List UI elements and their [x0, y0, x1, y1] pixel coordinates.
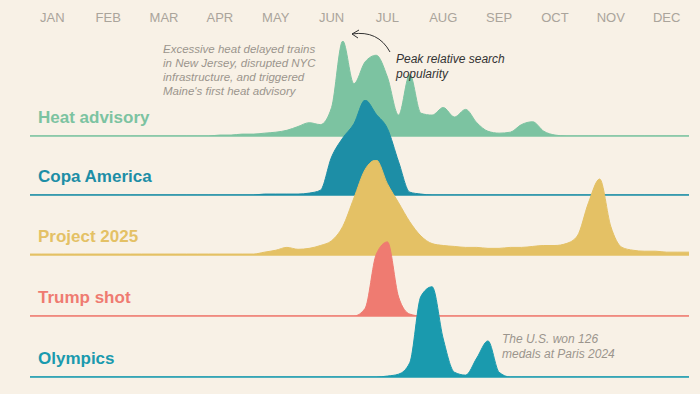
svg-text:MAY: MAY — [262, 10, 290, 25]
svg-text:APR: APR — [207, 10, 234, 25]
svg-text:JUN: JUN — [319, 10, 344, 25]
html-text:The U.S. won 126 medals at Par: The U.S. won 126 medals at Paris 2024 — [502, 332, 615, 361]
svg-text:JUL: JUL — [376, 10, 399, 25]
html-text:Peak relative search popularit: Peak relative search popularity — [396, 52, 505, 81]
svg-text:OCT: OCT — [541, 10, 569, 25]
html-text:Trump shot: Trump shot — [38, 288, 131, 307]
svg-text:FEB: FEB — [96, 10, 121, 25]
svg-text:NOV: NOV — [597, 10, 626, 25]
svg-text:SEP: SEP — [486, 10, 512, 25]
html-text:Copa America: Copa America — [38, 167, 152, 186]
html-text:Project 2025: Project 2025 — [38, 227, 139, 246]
html-text:Olympics: Olympics — [38, 349, 115, 368]
svg-text:DEC: DEC — [653, 10, 680, 25]
html-text:Heat advisory: Heat advisory — [38, 108, 150, 127]
svg-text:MAR: MAR — [150, 10, 179, 25]
svg-text:JAN: JAN — [40, 10, 65, 25]
svg-text:AUG: AUG — [429, 10, 457, 25]
html-text:Excessive heat delayed trains: Excessive heat delayed trains in New Jer… — [163, 43, 316, 97]
